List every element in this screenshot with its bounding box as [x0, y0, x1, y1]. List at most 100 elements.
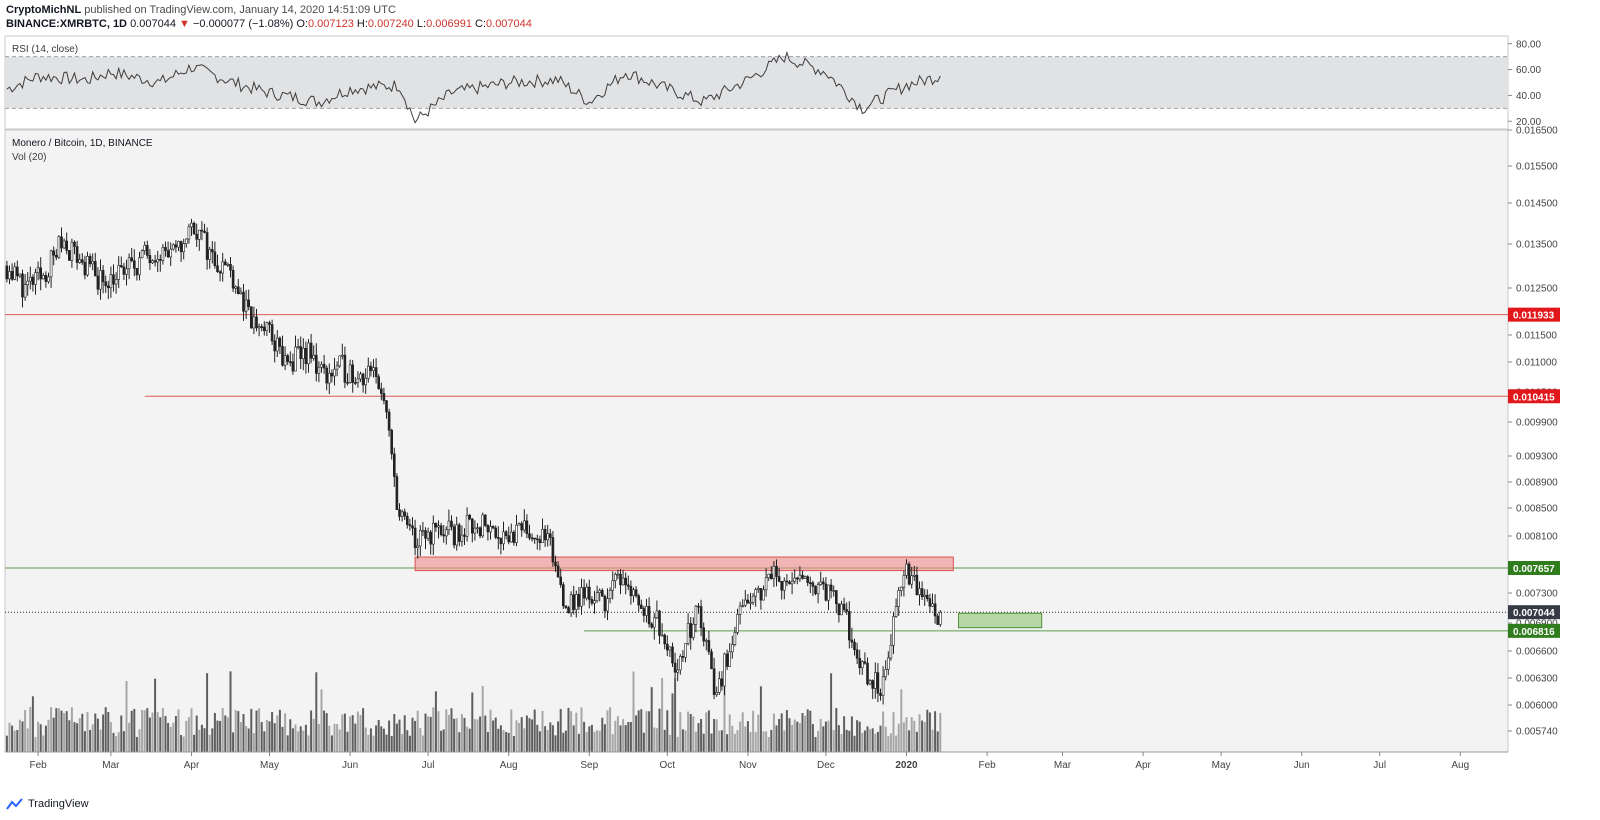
- candle-body: [257, 326, 261, 329]
- volume-bar: [317, 723, 320, 752]
- volume-bar: [78, 718, 81, 752]
- candle-body: [798, 574, 802, 580]
- candle-body: [369, 365, 373, 371]
- candle-body: [70, 241, 74, 261]
- chart-canvas[interactable]: RSI (14, close) 80.00 60.00 40.00 20.00 Mon…: [0, 0, 1600, 800]
- candle-body: [725, 653, 729, 667]
- volume-bar: [89, 729, 92, 752]
- volume-bar: [377, 719, 380, 752]
- candle-body: [481, 514, 485, 537]
- volume-bar: [811, 724, 814, 752]
- candle-body: [741, 604, 745, 607]
- candle-body: [455, 524, 459, 546]
- candle-body: [307, 342, 310, 365]
- volume-bar: [385, 734, 388, 752]
- candle-body: [686, 623, 690, 644]
- candle-body: [260, 326, 264, 328]
- volume-bar: [689, 713, 692, 752]
- candle-body: [403, 511, 407, 517]
- volume-bar: [115, 736, 118, 752]
- volume-bar: [484, 715, 487, 752]
- volume-bar: [606, 710, 609, 752]
- candle-body: [655, 610, 659, 619]
- volume-bar: [284, 713, 287, 752]
- volume-bar: [546, 729, 549, 752]
- volume-bar: [325, 713, 328, 752]
- volume-bar: [356, 711, 359, 752]
- volume-bar: [876, 731, 879, 752]
- volume-bar: [895, 735, 898, 752]
- volume-bar: [289, 719, 292, 752]
- candle-body: [572, 594, 576, 610]
- volume-bar: [502, 730, 505, 752]
- candle-body: [130, 257, 133, 261]
- volume-bar: [473, 719, 476, 752]
- volume-bar: [863, 730, 866, 752]
- candle-body: [528, 533, 531, 539]
- candle-body: [507, 535, 511, 543]
- candle-body: [756, 588, 760, 590]
- candle-body: [886, 657, 890, 670]
- volume-bar: [856, 720, 859, 752]
- volume-bar: [460, 714, 463, 752]
- volume-bar: [73, 722, 76, 752]
- candle-body: [611, 580, 615, 591]
- candle-body: [652, 617, 656, 628]
- volume-bar: [642, 732, 645, 752]
- volume-bar: [658, 708, 661, 752]
- volume-bar: [99, 729, 102, 752]
- candle-body: [429, 531, 433, 545]
- time-tick-label: Mar: [102, 760, 120, 771]
- time-tick-label: Apr: [1135, 760, 1151, 771]
- candle-body: [377, 376, 381, 390]
- volume-bar: [871, 728, 874, 752]
- candle-body: [421, 530, 425, 532]
- candle-body: [751, 595, 755, 603]
- candle-body: [348, 364, 352, 383]
- candle-body: [442, 534, 446, 537]
- candle-body: [109, 274, 113, 289]
- volume-bar: [258, 708, 261, 752]
- candle-body: [395, 476, 399, 510]
- candle-body: [847, 611, 851, 641]
- candle-body: [49, 250, 53, 278]
- volume-bar: [889, 733, 892, 752]
- candle-body: [936, 615, 940, 625]
- volume-bar: [908, 730, 911, 752]
- candle-body: [496, 537, 500, 539]
- candle-body: [195, 233, 198, 240]
- volume-bar: [471, 692, 474, 752]
- volume-bar: [759, 686, 762, 752]
- candle-body: [564, 605, 568, 608]
- candle-body: [366, 365, 370, 379]
- volume-bar: [583, 721, 586, 752]
- volume-bar: [416, 710, 419, 752]
- volume-bar: [406, 730, 409, 752]
- volume-bar: [403, 715, 406, 752]
- volume-bar: [710, 733, 713, 752]
- volume-bar: [637, 710, 640, 752]
- candle-body: [127, 257, 131, 270]
- volume-bar: [310, 710, 313, 752]
- candle-body: [478, 527, 482, 537]
- volume-bar: [902, 722, 905, 752]
- volume-bar: [466, 726, 469, 752]
- candle-body: [39, 267, 43, 280]
- volume-bar: [213, 712, 216, 752]
- volume-bar: [133, 708, 136, 752]
- price-tick-label: 0.006000: [1516, 701, 1558, 712]
- volume-bar: [910, 717, 913, 752]
- volume-bar: [39, 724, 42, 752]
- time-tick-label: Aug: [1451, 760, 1469, 771]
- volume-bar: [273, 723, 276, 752]
- candle-body: [772, 565, 776, 580]
- tradingview-footer[interactable]: TradingView: [6, 798, 89, 810]
- candle-body: [10, 271, 14, 280]
- candle-body: [146, 245, 149, 256]
- candle-body: [780, 581, 784, 591]
- author-name[interactable]: CryptoMichNL: [6, 4, 82, 16]
- candle-body: [876, 672, 880, 694]
- volume-bar: [939, 712, 942, 752]
- candle-body: [715, 692, 719, 695]
- candle-body: [788, 581, 791, 585]
